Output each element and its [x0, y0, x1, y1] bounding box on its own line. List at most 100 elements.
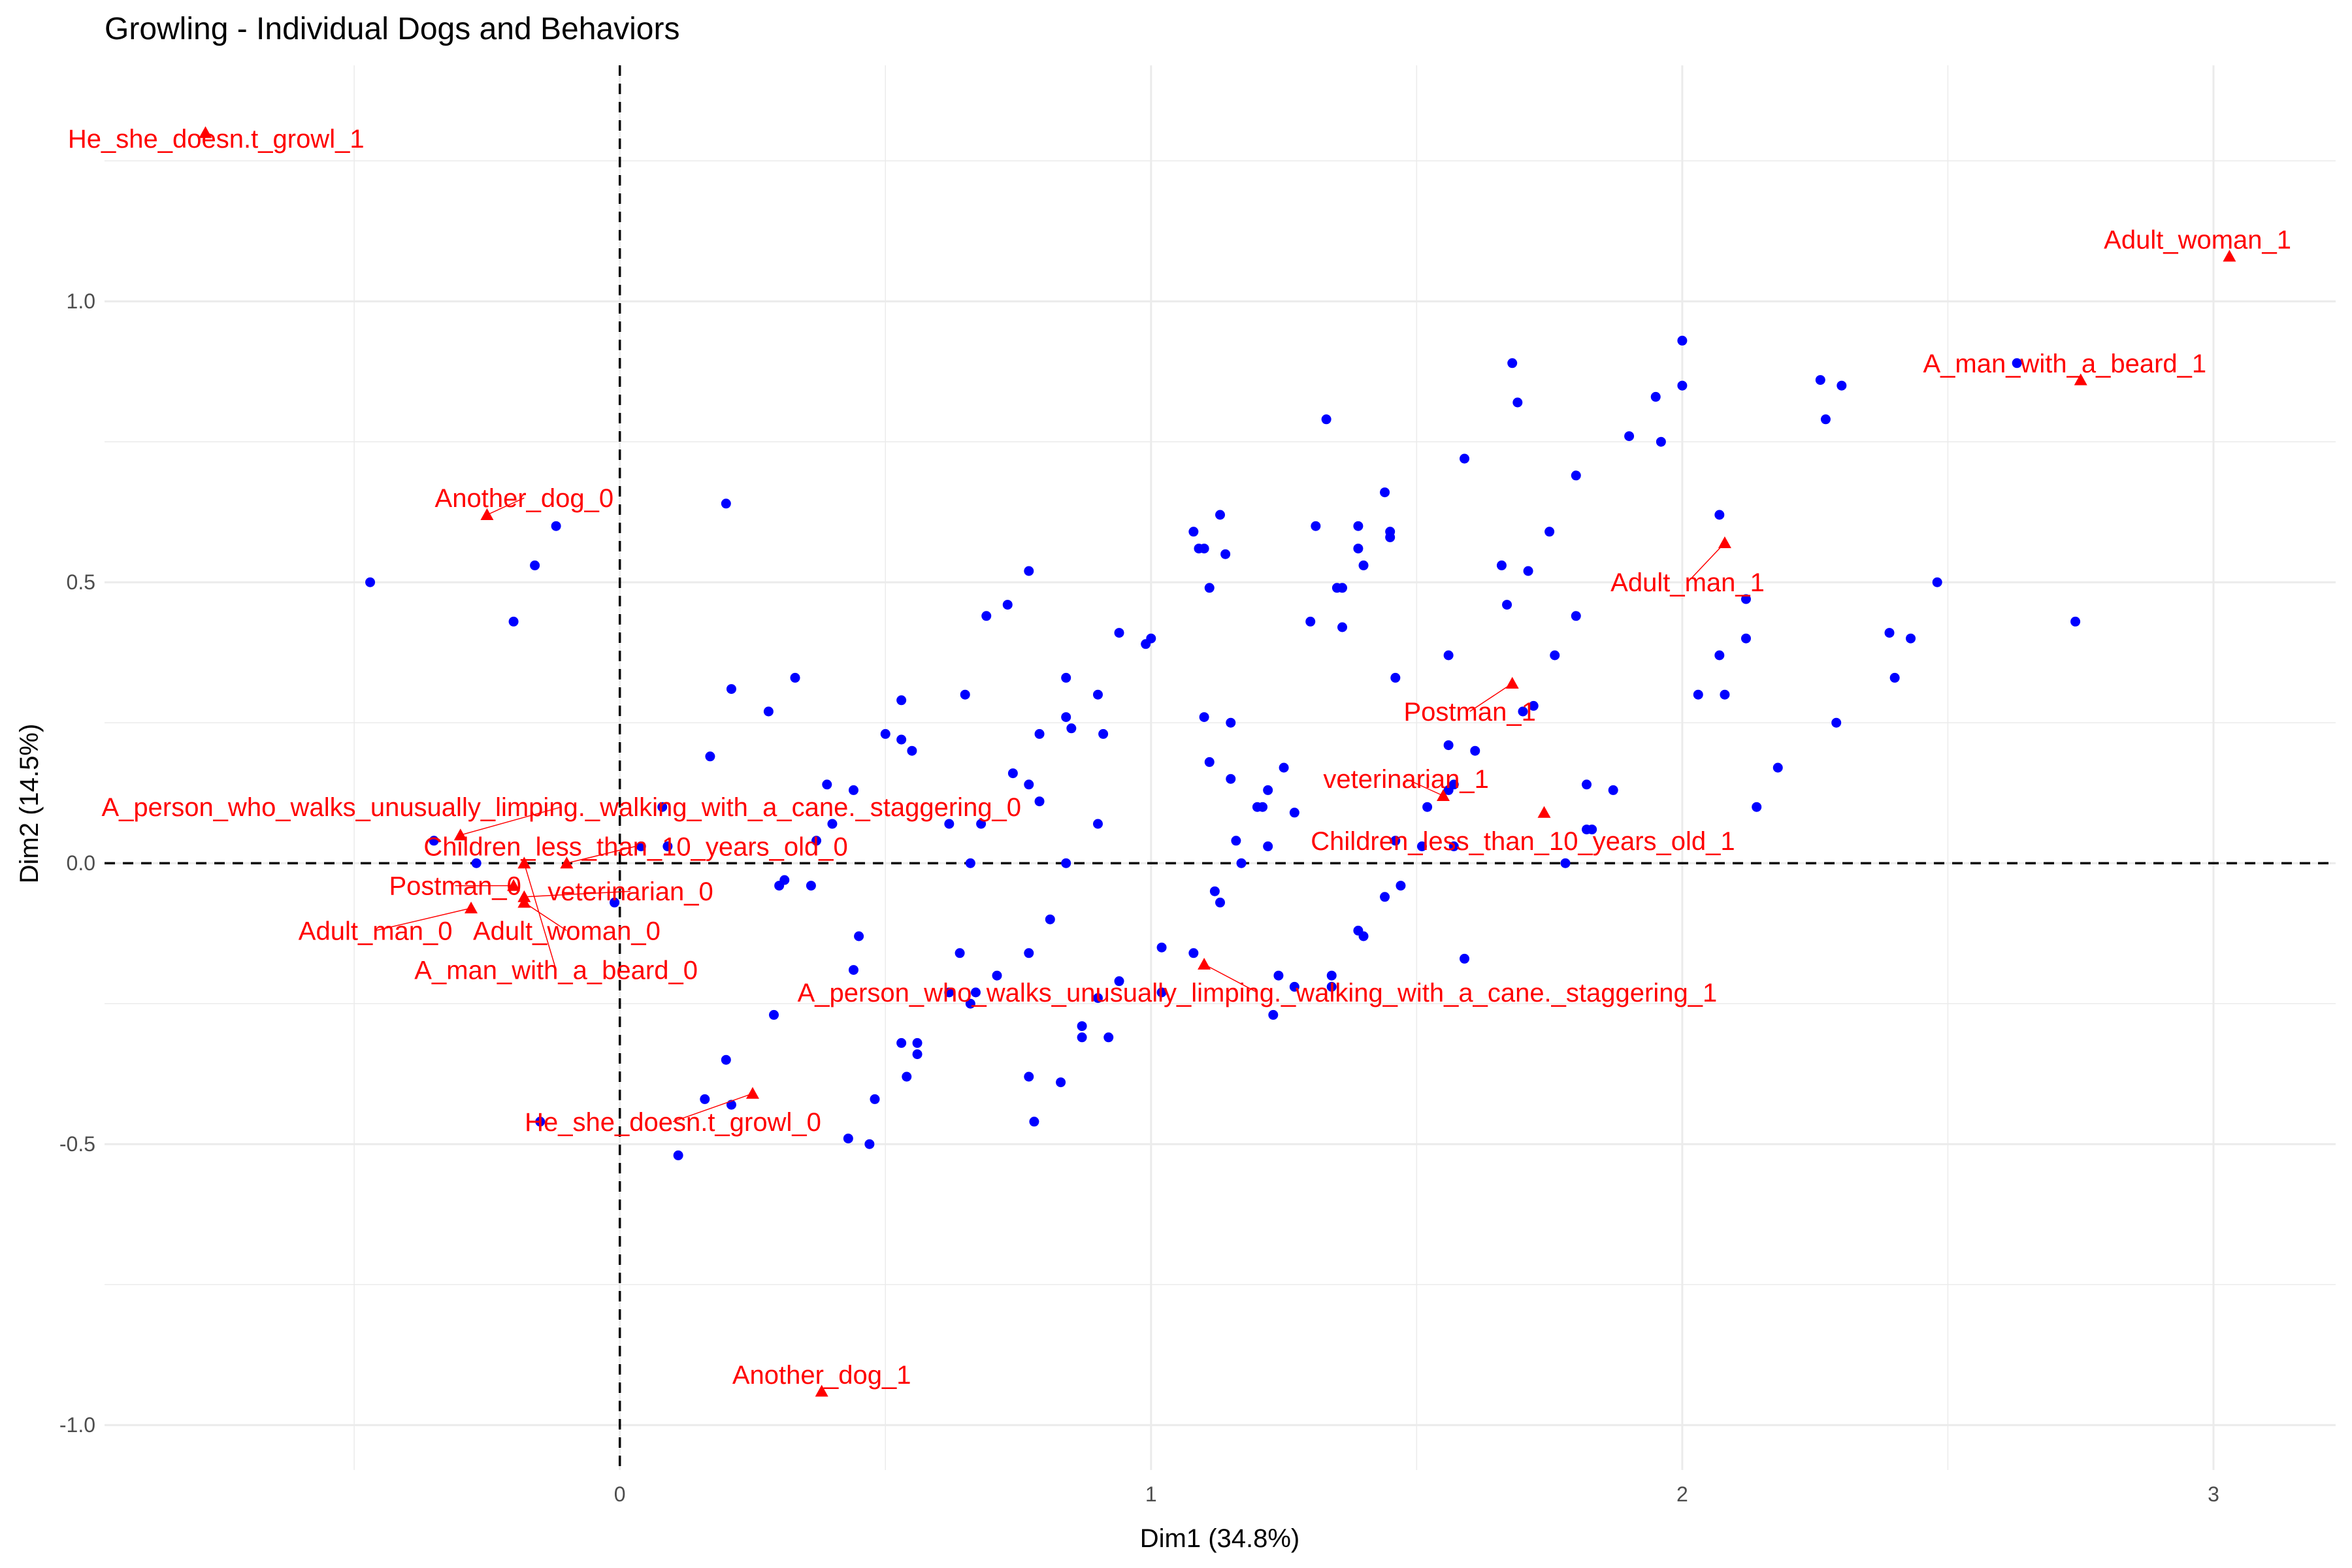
individual-point [2012, 358, 2022, 368]
category-label: veterinarian_0 [547, 877, 713, 906]
individual-point [1443, 650, 1454, 661]
individual-point [1029, 1117, 1039, 1127]
individual-point [864, 1139, 875, 1149]
individual-point [1188, 527, 1199, 537]
individual-point [1353, 521, 1364, 531]
individual-point [1380, 892, 1390, 902]
individual-point [1092, 689, 1103, 700]
individual-point [1305, 616, 1316, 627]
individual-point [1215, 510, 1225, 520]
category-marker [1437, 789, 1450, 801]
individual-point [992, 970, 1002, 981]
individual-point [1416, 841, 1427, 851]
category-markers: He_she_doesn.t_growl_1 Another_dog_0 A_per… [68, 125, 2291, 1397]
individual-point [610, 897, 620, 907]
individual-point [1092, 993, 1103, 1004]
category-label-connector [1405, 778, 1444, 796]
category-label: Postman_0 [389, 872, 521, 901]
category-label: Another_dog_1 [732, 1361, 911, 1390]
chart-title: Growling - Individual Dogs and Behaviors [105, 12, 679, 46]
individual-point [535, 1117, 546, 1127]
individual-point [1156, 942, 1167, 953]
individual-point [1226, 774, 1236, 784]
individual-points [365, 335, 2081, 1160]
category-label: He_she_doesn.t_growl_1 [68, 125, 365, 154]
individual-point [1396, 881, 1406, 891]
category-label: veterinarian_1 [1323, 765, 1489, 794]
individual-point [902, 1071, 912, 1082]
individual-point [1932, 577, 1942, 587]
individual-point [508, 616, 519, 627]
individual-point [880, 728, 890, 739]
individual-point [960, 689, 970, 700]
category-marker [1198, 958, 1211, 970]
individual-point [769, 1009, 779, 1020]
individual-point [1289, 808, 1299, 818]
individual-point [2070, 616, 2081, 627]
tick-labels: 0 1 2 3 -1.0 -0.5 0.0 0.5 1.0 [59, 289, 2219, 1506]
individual-point [1321, 414, 1331, 425]
individual-point [705, 751, 715, 762]
individual-point [1571, 470, 1581, 481]
individual-point [1837, 380, 1847, 391]
individual-point [1204, 583, 1215, 593]
individual-point [551, 521, 561, 531]
individual-point [1326, 970, 1337, 981]
individual-point [1231, 836, 1241, 846]
individual-point [1571, 611, 1581, 621]
individual-point [1443, 785, 1454, 795]
individual-point [1677, 335, 1688, 346]
category-marker [2223, 250, 2236, 262]
category-marker [1537, 806, 1551, 818]
category-label-connector [487, 497, 525, 515]
category-label-connector [672, 1093, 753, 1122]
individual-point [1582, 779, 1592, 790]
category-marker [560, 857, 574, 869]
individual-point [1045, 914, 1055, 924]
individual-point [1146, 633, 1156, 644]
individual-point [1209, 886, 1220, 896]
individual-point [1358, 560, 1369, 570]
individual-point [1470, 745, 1480, 756]
individual-point [1337, 583, 1348, 593]
individual-point [1279, 762, 1289, 773]
individual-point [1066, 723, 1077, 734]
individual-point [1263, 785, 1273, 795]
individual-point [1502, 600, 1512, 610]
individual-point [1204, 757, 1215, 767]
individual-point [1024, 566, 1034, 576]
category-label: Postman_1 [1403, 698, 1535, 727]
individual-point [848, 965, 858, 975]
individual-point [1740, 633, 1751, 644]
individual-point [1061, 712, 1071, 723]
individual-point [1656, 436, 1666, 447]
individual-point [1034, 728, 1045, 739]
individual-point [1156, 987, 1167, 998]
individual-point [1815, 375, 1825, 385]
category-marker [517, 857, 531, 869]
individual-point [1326, 981, 1337, 992]
individual-point [1236, 858, 1247, 868]
individual-point [1820, 414, 1831, 425]
individual-point [1624, 431, 1635, 442]
individual-point [763, 706, 774, 717]
individual-point [1720, 689, 1730, 700]
y-tick-label: 0.0 [67, 851, 95, 875]
x-tick-label: 0 [614, 1482, 626, 1506]
individual-point [944, 819, 955, 829]
category-label: Adult_man_1 [1610, 568, 1765, 597]
individual-point [721, 498, 731, 509]
individual-point [1263, 841, 1273, 851]
individual-point [1353, 544, 1364, 554]
individual-point [907, 745, 917, 756]
individual-point [1220, 549, 1231, 559]
individual-point [843, 1134, 853, 1144]
individual-point [779, 875, 790, 885]
y-tick-label: -1.0 [59, 1413, 95, 1437]
individual-point [870, 1094, 880, 1104]
category-label-connector [523, 902, 567, 932]
individual-point [1390, 836, 1401, 846]
individual-point [1512, 397, 1523, 408]
individual-point [1523, 566, 1533, 576]
